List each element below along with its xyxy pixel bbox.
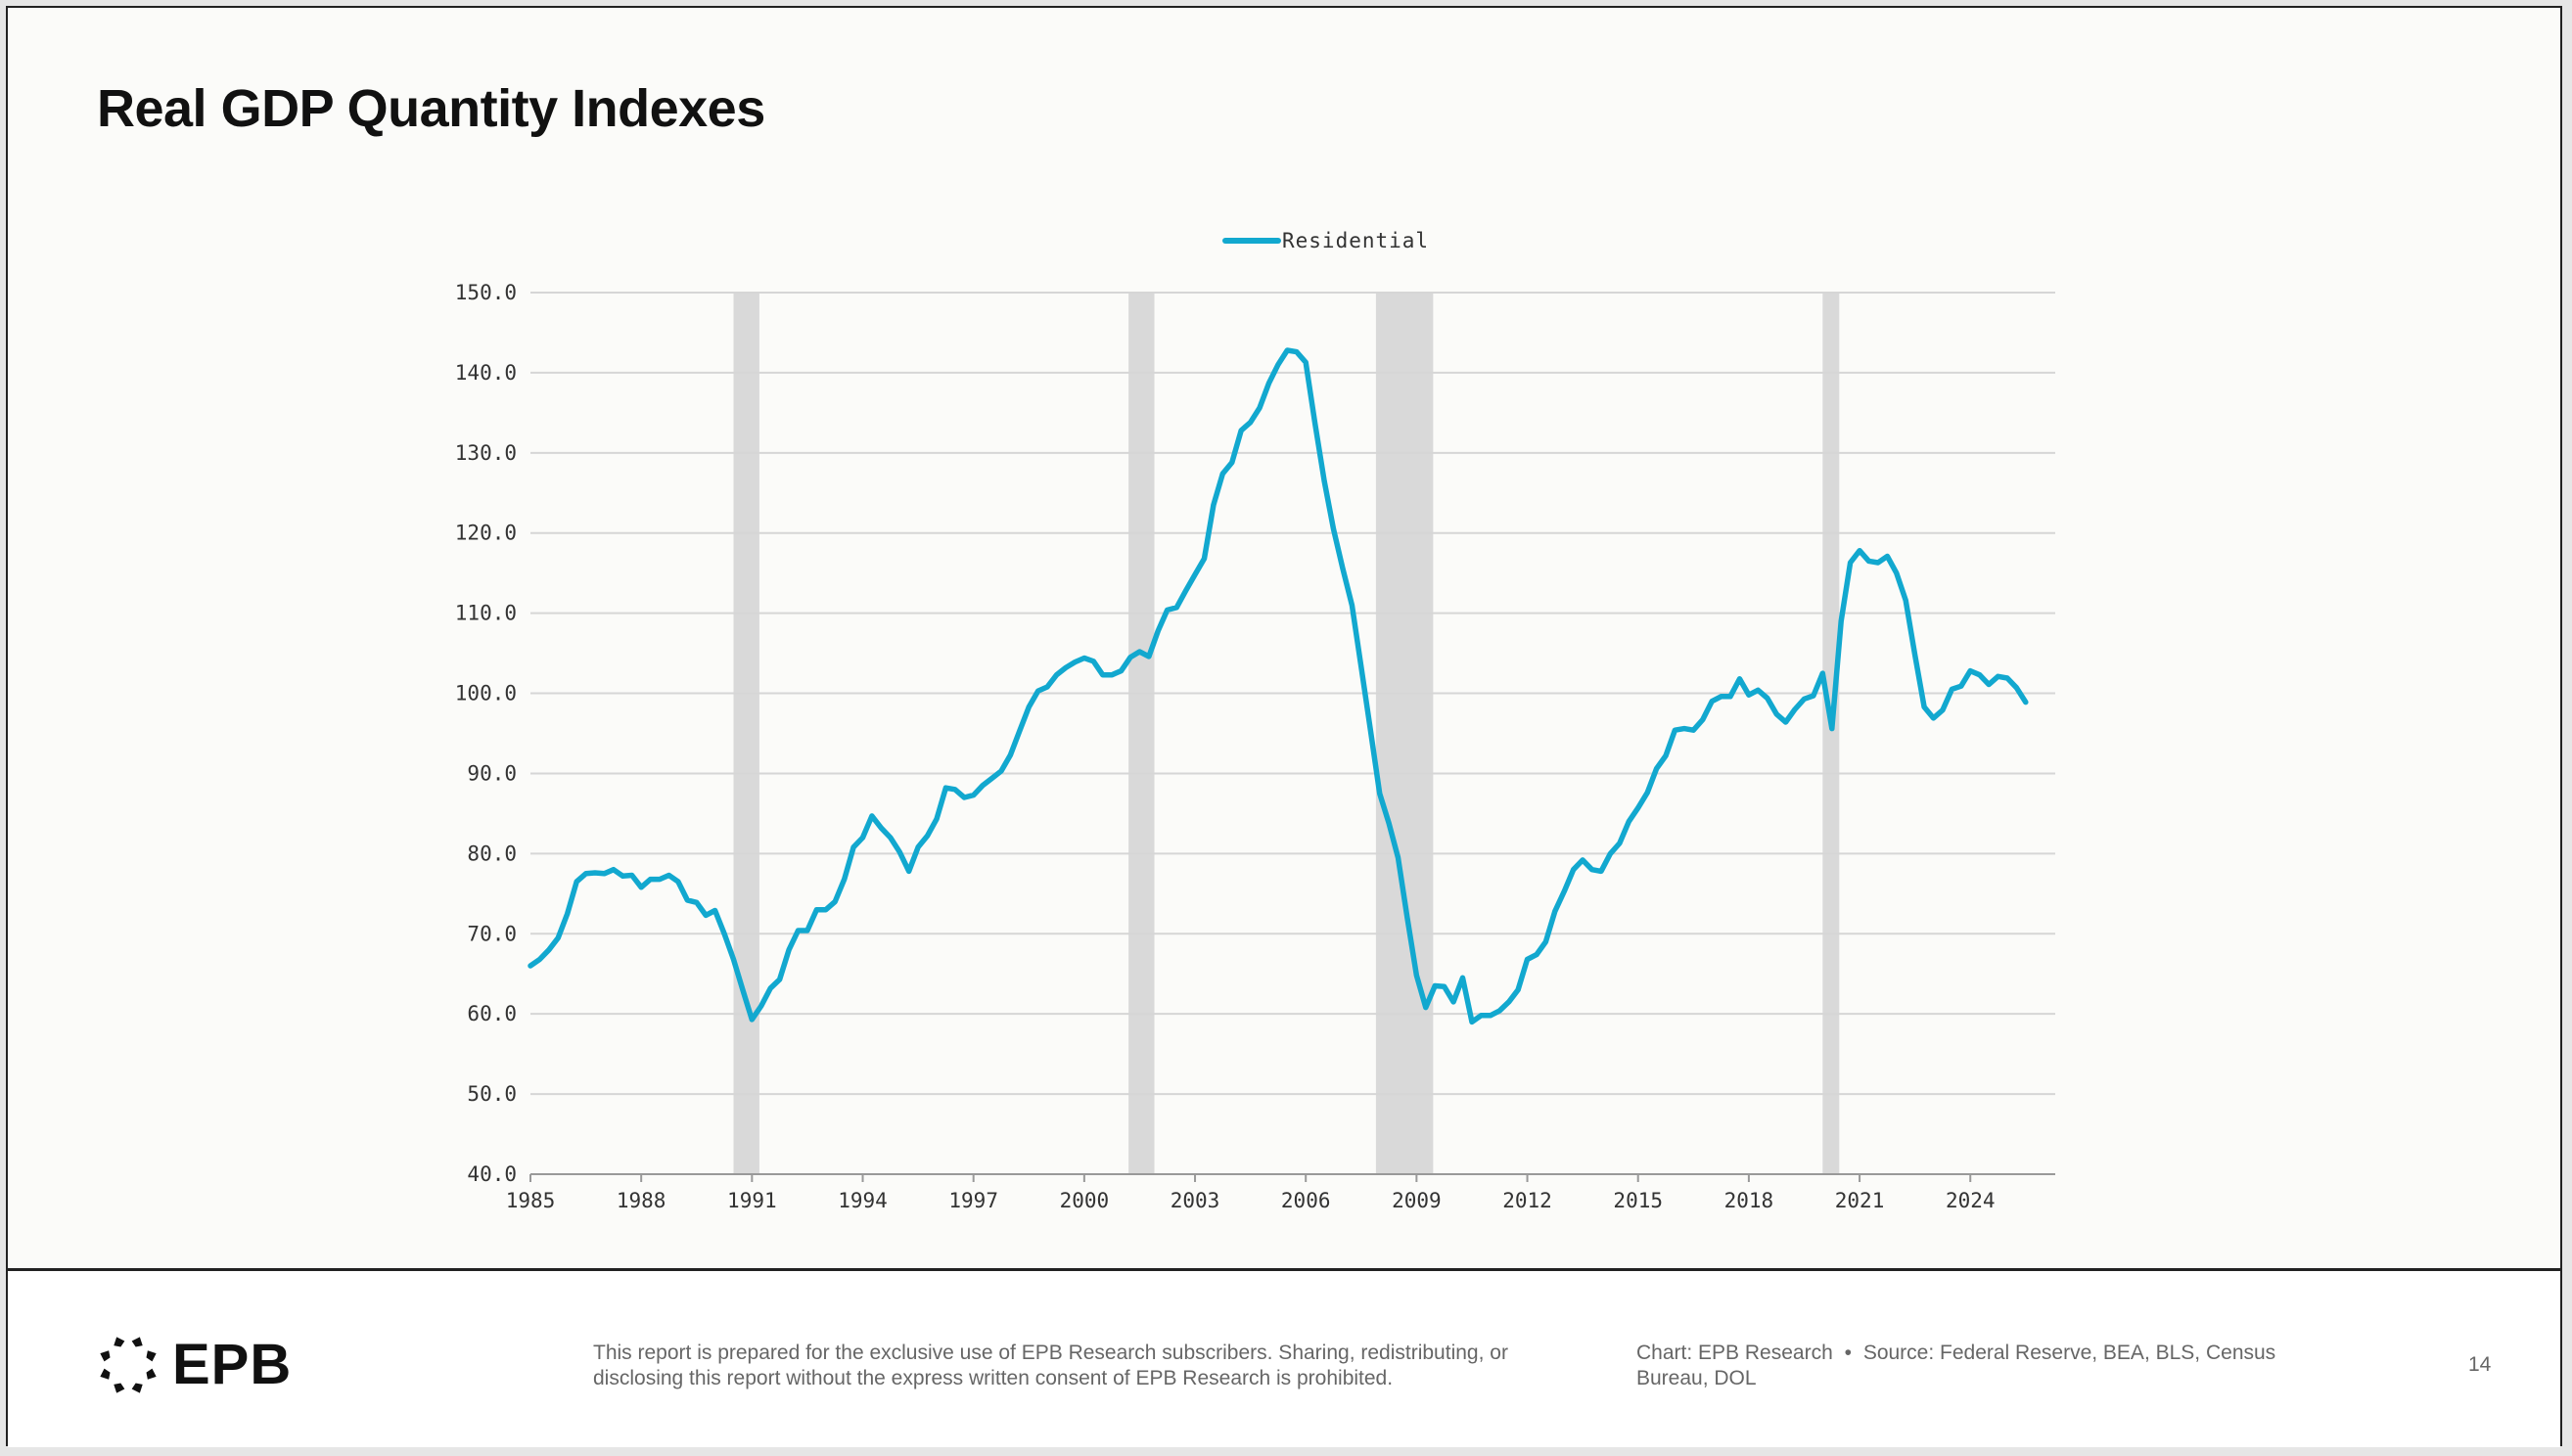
x-tick-label: 2015 [1613, 1189, 1663, 1212]
x-tick-label: 1991 [727, 1189, 777, 1212]
logo-segment-shape [146, 1368, 157, 1380]
logo-segment [146, 1349, 157, 1361]
source-text: Source: Federal Reserve, BEA, BLS, Censu… [1636, 1342, 2276, 1389]
x-tick-label: 2018 [1724, 1189, 1774, 1212]
x-tick-label: 1985 [506, 1189, 556, 1212]
logo-segment [114, 1382, 125, 1393]
logo-segment-shape [100, 1368, 111, 1380]
y-tick-label: 40.0 [467, 1162, 517, 1186]
y-tick-label: 90.0 [467, 761, 517, 785]
recession-band [1128, 293, 1155, 1174]
logo-segment-shape [114, 1382, 125, 1393]
x-tick-label: 1988 [617, 1189, 666, 1212]
logo-segment [114, 1336, 125, 1347]
y-tick-label: 120.0 [455, 522, 517, 545]
y-tick-label: 150.0 [455, 281, 517, 304]
recession-band [1375, 293, 1434, 1174]
y-tick-label: 130.0 [455, 441, 517, 465]
page-number: 14 [2468, 1353, 2492, 1376]
legend: Residential [1222, 229, 1429, 252]
x-tick-label: 2009 [1392, 1189, 1442, 1212]
logo-segment-shape [146, 1349, 157, 1361]
disclaimer-text: This report is prepared for the exclusiv… [593, 1342, 1508, 1389]
logo-segment-shape [114, 1336, 125, 1347]
x-tick-label: 2006 [1281, 1189, 1331, 1212]
y-tick-label: 140.0 [455, 361, 517, 385]
epb-logo: EPB [96, 1332, 292, 1397]
page-title: Real GDP Quantity Indexes [97, 79, 765, 138]
x-tick-label: 1994 [838, 1189, 888, 1212]
line-chart: 40.0 50.0 60.0 70.0 80.0 90.0 100.0 110.0 120.0 1… [455, 229, 2055, 1212]
source-note: Chart: EPB Research • Source: Federal Re… [1636, 1341, 2321, 1391]
logo-segment-shape [100, 1349, 111, 1361]
logo-segment [100, 1368, 111, 1380]
x-tick-label: 1997 [948, 1189, 998, 1212]
y-tick-label: 100.0 [455, 682, 517, 705]
x-tick-label: 2012 [1502, 1189, 1552, 1212]
logo-segment [146, 1368, 157, 1380]
x-tick-label: 2003 [1171, 1189, 1220, 1212]
y-tick-label: 70.0 [467, 922, 517, 945]
logo-segment [100, 1349, 111, 1361]
y-tick-label: 110.0 [455, 602, 517, 625]
legend-label-residential: Residential [1282, 229, 1429, 252]
x-tick-label: 2024 [1946, 1189, 1996, 1212]
x-tick-label: 2021 [1835, 1189, 1885, 1212]
report-page: Real GDP Quantity Indexes 40.0 50.0 60.0 70… [6, 6, 2562, 1447]
logo-segment [131, 1336, 143, 1347]
logo-segment-shape [131, 1336, 143, 1347]
footer: EPB This report is prepared for the excl… [8, 1268, 2560, 1447]
y-tick-label: 50.0 [467, 1082, 517, 1106]
separator-dot: • [1844, 1342, 1852, 1364]
logo-segment-shape [131, 1382, 143, 1393]
logo-text: EPB [172, 1333, 293, 1396]
epb-logo-icon [100, 1336, 157, 1393]
recession-band [733, 293, 759, 1174]
recession-band [1822, 293, 1840, 1174]
y-tick-label: 60.0 [467, 1002, 517, 1025]
x-tick-label: 2000 [1060, 1189, 1110, 1212]
chart-credit: Chart: EPB Research [1636, 1342, 1833, 1364]
y-tick-label: 80.0 [467, 842, 517, 865]
series-line-residential [528, 347, 2029, 1025]
logo-segment [131, 1382, 143, 1393]
